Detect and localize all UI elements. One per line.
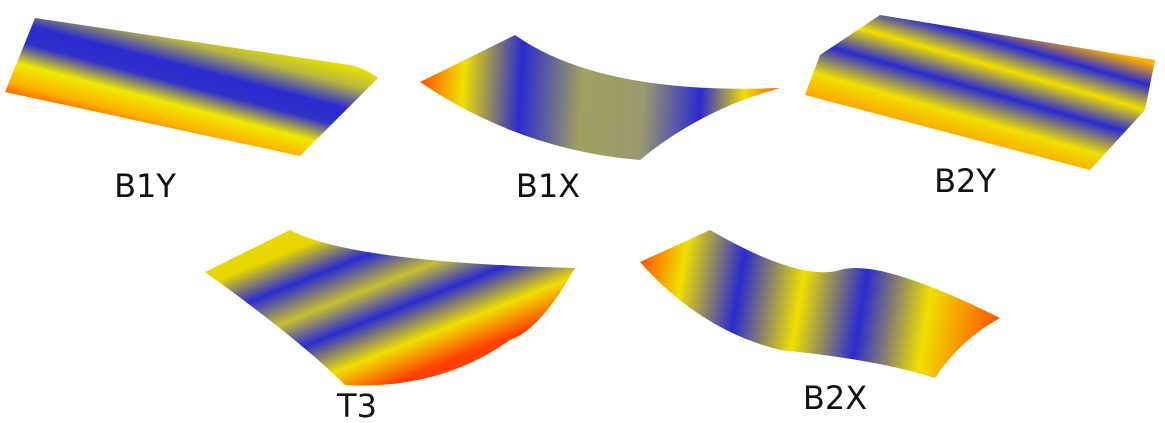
mode-label: B2Y (934, 162, 996, 200)
surface-b2y (805, 15, 1155, 170)
page: B1Y B1X B2Y T3 B2X (() => { const data =… (0, 0, 1165, 423)
mode-label: B1Y (114, 167, 176, 205)
mode-label: T3 (336, 387, 377, 423)
mode-label: B1X (516, 167, 580, 205)
surface-b2x (640, 230, 1000, 378)
surface-b1y (5, 18, 378, 156)
mode-label: B2X (803, 379, 867, 417)
surface-b1x (420, 35, 780, 160)
surface-t3 (205, 230, 575, 385)
mode-shapes: B1Y B1X B2Y T3 B2X (0, 0, 1165, 423)
